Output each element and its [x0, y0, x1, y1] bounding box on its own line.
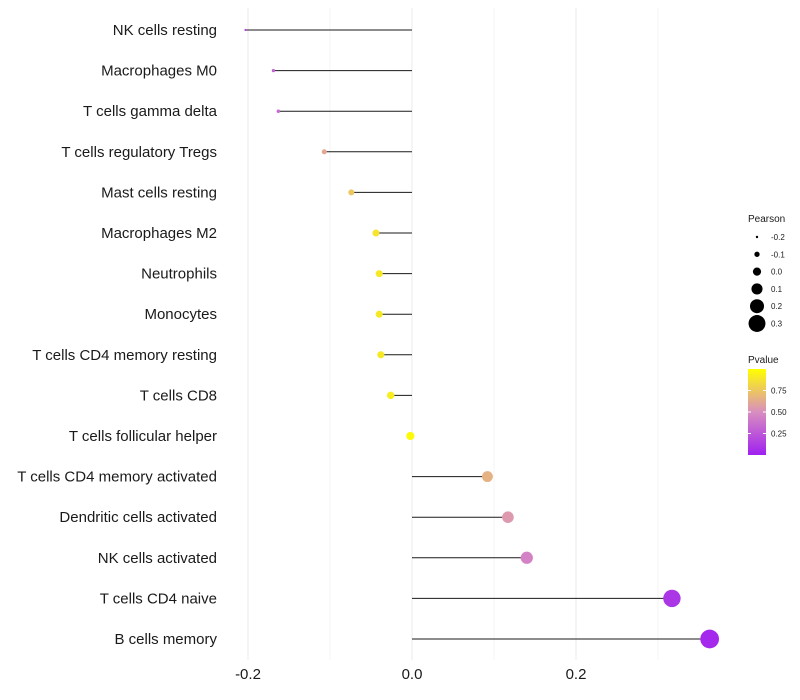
legend-pearson-label: 0.3 [771, 320, 783, 329]
legend-pearson: Pearson -0.2 -0.1 0.0 0.1 0.2 0.3 [748, 214, 785, 332]
lollipop-dot [321, 149, 327, 155]
lollipop-dot [377, 351, 385, 359]
legend-pearson-label: 0.2 [771, 302, 783, 311]
y-axis-label: T cells CD4 memory resting [32, 347, 217, 364]
y-axis-labels: NK cells resting Macrophages M0 T cells ga… [17, 22, 217, 648]
legend-pearson-key [752, 267, 762, 276]
y-axis-label: NK cells activated [98, 550, 217, 567]
y-axis-label: NK cells resting [113, 22, 217, 39]
lollipop-dot [482, 471, 493, 483]
y-axis-label: T cells CD4 memory activated [17, 469, 217, 486]
lollipop-dot [372, 229, 380, 237]
legend-pearson-label: -0.1 [771, 250, 785, 259]
legend-pearson-label: 0.0 [771, 268, 783, 277]
lollipop-dot [244, 28, 247, 32]
y-axis-label: T cells regulatory Tregs [61, 144, 217, 161]
legend-pvalue-title: Pvalue [748, 355, 779, 366]
lollipop-sticks [245, 29, 710, 640]
lollipop-dot [386, 391, 395, 400]
legend-pearson-label: -0.2 [771, 233, 785, 242]
y-axis-label: Mast cells resting [101, 184, 217, 201]
lollipop-dot [276, 109, 281, 113]
x-tick-label: 0.0 [402, 666, 423, 683]
x-tick-label: 0.2 [566, 666, 587, 683]
legend-pearson-key [754, 251, 760, 257]
lollipop-dot [700, 629, 720, 649]
lollipop-dot [502, 511, 514, 523]
y-axis-label: B cells memory [114, 631, 217, 648]
lollipop-dot [406, 431, 415, 441]
legend-pearson-key [750, 299, 764, 314]
legend-pvalue-label: 0.25 [771, 430, 787, 439]
lollipop-dots [244, 28, 720, 649]
lollipop-dot [271, 68, 276, 73]
y-axis-label: T cells gamma delta [83, 103, 218, 120]
y-axis-label: T cells follicular helper [69, 428, 217, 445]
lollipop-dot [348, 189, 355, 196]
legend-pvalue-label: 0.50 [771, 408, 787, 417]
legend-pvalue-colorbar [748, 369, 766, 455]
legend-pearson-key [755, 235, 759, 239]
y-axis-label: T cells CD4 naive [100, 590, 217, 607]
lollipop-dot [375, 270, 383, 278]
legend-pearson-key [748, 315, 766, 332]
x-axis-ticks: -0.2 0.0 0.2 [235, 666, 586, 683]
lollipop-dot [520, 551, 533, 564]
legend-pearson-key [751, 283, 763, 295]
lollipop-dot [663, 589, 681, 608]
lollipop-dot [375, 310, 383, 318]
legend-pvalue: Pvalue 0.75 0.50 0.25 [748, 355, 787, 455]
y-axis-label: Macrophages M2 [101, 225, 217, 242]
legend-pearson-label: 0.1 [771, 285, 783, 294]
y-axis-label: Dendritic cells activated [59, 509, 217, 526]
legend-pearson-title: Pearson [748, 214, 785, 225]
x-tick-label: -0.2 [235, 666, 261, 683]
y-axis-label: Neutrophils [141, 266, 217, 283]
grid-lines [247, 8, 659, 660]
legend-pvalue-label: 0.75 [771, 387, 787, 396]
y-axis-label: Monocytes [144, 306, 217, 323]
y-axis-label: T cells CD8 [140, 387, 217, 404]
y-axis-label: Macrophages M0 [101, 63, 217, 80]
